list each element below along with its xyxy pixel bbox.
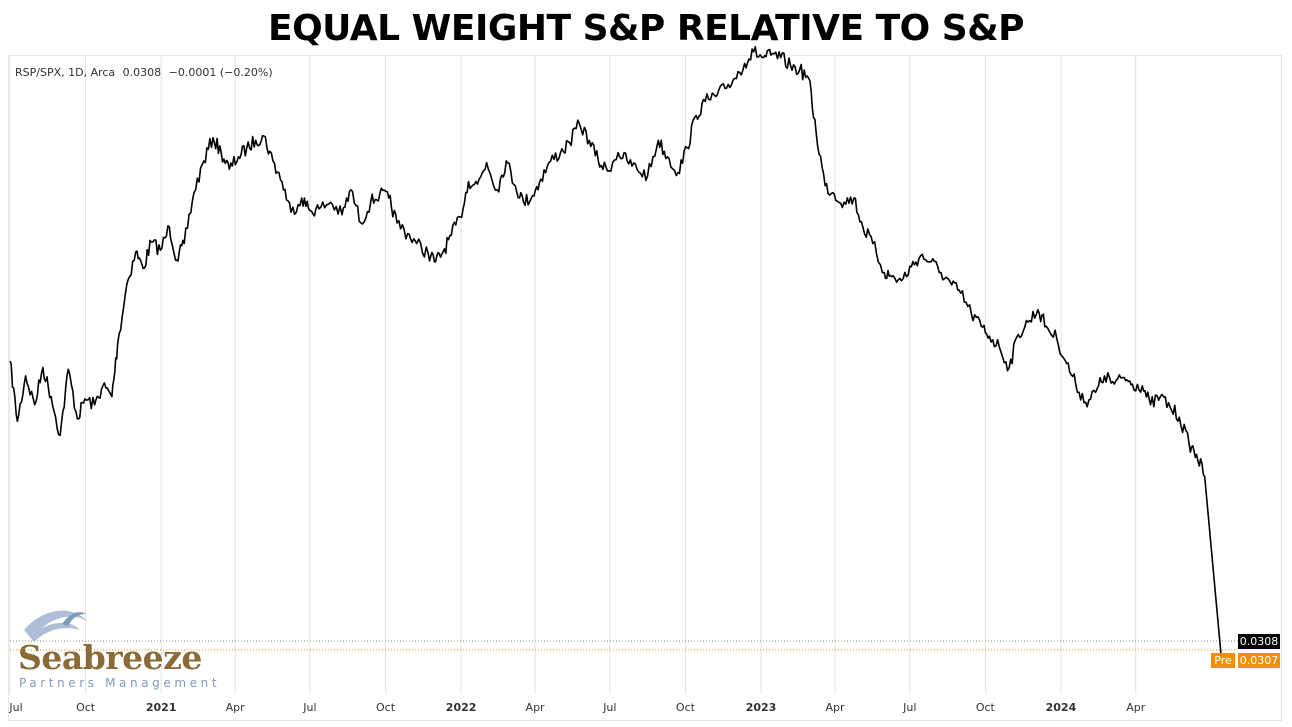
pre-market-label: Pre <box>1211 653 1235 668</box>
x-tick-label: 2022 <box>446 701 477 714</box>
x-tick-label: Jul <box>602 701 616 714</box>
x-tick-label: 2021 <box>146 701 177 714</box>
legend-value: 0.0308 <box>122 66 162 79</box>
rsp-spx-line <box>9 45 1223 666</box>
vertical-gridlines <box>9 56 1137 694</box>
chart-area[interactable] <box>8 55 1282 721</box>
x-tick-label: Jul <box>8 701 22 714</box>
last-price-tag: 0.0308 <box>1238 634 1280 649</box>
x-tick-label: Apr <box>825 701 845 714</box>
chart-title: EQUAL WEIGHT S&P RELATIVE TO S&P <box>267 8 1025 49</box>
x-tick-label: 2024 <box>1046 701 1077 714</box>
legend-change: −0.0001 (−0.20%) <box>168 66 273 79</box>
legend-symbol: RSP/SPX, 1D, Arca <box>15 66 116 79</box>
price-lines <box>10 640 1238 651</box>
x-tick-label: Jul <box>902 701 916 714</box>
x-tick-label: Oct <box>676 701 696 714</box>
logo-wordmark: Seabreeze <box>18 638 202 677</box>
x-tick-label: Oct <box>976 701 996 714</box>
x-tick-label: Oct <box>76 701 96 714</box>
pre-market-price-tag: 0.0307 <box>1238 653 1280 668</box>
x-tick-label: Apr <box>1126 701 1146 714</box>
x-tick-label: Apr <box>226 701 246 714</box>
x-axis-ticks: Jul Oct 2021 Apr Jul Oct 2022 Apr Jul Oct 2023 Apr J… <box>8 701 1145 714</box>
x-tick-label: 2023 <box>746 701 777 714</box>
x-tick-label: Oct <box>376 701 396 714</box>
x-tick-label: Apr <box>526 701 546 714</box>
logo-subtitle: Partners Management <box>19 676 221 690</box>
seabreeze-bird-logo <box>24 610 88 642</box>
x-tick-label: Jul <box>302 701 316 714</box>
series-legend: RSP/SPX, 1D, Arca 0.0308 −0.0001 (−0.20%… <box>15 66 277 79</box>
